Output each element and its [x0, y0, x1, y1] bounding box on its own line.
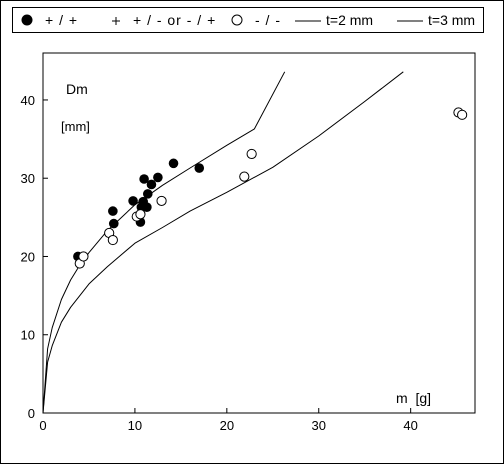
- open-point: [457, 109, 468, 120]
- markers: [73, 107, 468, 269]
- legend-item-filled: + / +: [19, 11, 78, 29]
- filled-point: [108, 206, 118, 216]
- y-axis-ticks: 0 10 20 30 40: [21, 93, 48, 421]
- y-axis-label: Dm: [66, 81, 88, 97]
- open-point: [135, 209, 146, 220]
- filled-point: [142, 202, 152, 212]
- y-tick-label: 20: [21, 249, 35, 264]
- x-tick-label: 0: [39, 418, 46, 433]
- filled-point: [168, 158, 179, 169]
- legend-item-plus: + / - or - / +: [109, 11, 216, 29]
- x-tick-label: 30: [312, 418, 326, 433]
- y-tick-label: 40: [21, 93, 35, 108]
- x-tick-label: 40: [403, 418, 417, 433]
- y-tick-label: 30: [21, 171, 35, 186]
- filled-point: [128, 196, 138, 206]
- legend-label-plus: + / - or - / +: [133, 12, 217, 28]
- curve-t-2-mm: [42, 71, 286, 414]
- open-circle-icon: [231, 14, 243, 26]
- filled-point: [108, 218, 119, 229]
- filled-circle-icon: [21, 14, 33, 26]
- legend-label-filled: + / +: [45, 12, 79, 28]
- filled-point: [194, 163, 205, 173]
- line-icon: [295, 20, 321, 22]
- open-point: [78, 251, 89, 262]
- filled-point: [153, 172, 163, 183]
- legend-item-open: - / -: [229, 11, 281, 29]
- y-tick-label: 0: [28, 406, 35, 421]
- legend-label-t3: t=3 mm: [428, 12, 476, 28]
- curve-t-3-mm: [42, 71, 404, 414]
- y-axis-unit: [mm]: [61, 119, 90, 134]
- x-axis-label: m [g]: [396, 390, 431, 406]
- open-point: [239, 171, 250, 182]
- x-tick-label: 20: [220, 418, 234, 433]
- legend-label-t2: t=2 mm: [326, 12, 374, 28]
- filled-point: [142, 189, 153, 199]
- open-point: [246, 148, 257, 160]
- filled-point: [146, 179, 157, 190]
- filled-point: [139, 174, 149, 184]
- y-tick-label: 10: [21, 328, 35, 343]
- plus-icon: [112, 17, 120, 25]
- open-point: [156, 195, 167, 207]
- legend-item-t3: t=3 mm: [395, 11, 475, 29]
- x-axis-ticks: 0 10 20 30 40: [39, 408, 418, 433]
- curves: [42, 71, 404, 414]
- legend-label-open: - / -: [255, 12, 281, 28]
- plot-area: [42, 52, 476, 414]
- line-icon: [397, 20, 423, 22]
- legend: + / + + / - or - / + - / - t=2 mm t=3 mm: [12, 7, 484, 33]
- x-tick-label: 10: [128, 418, 142, 433]
- open-point: [107, 234, 118, 246]
- legend-item-t2: t=2 mm: [293, 11, 373, 29]
